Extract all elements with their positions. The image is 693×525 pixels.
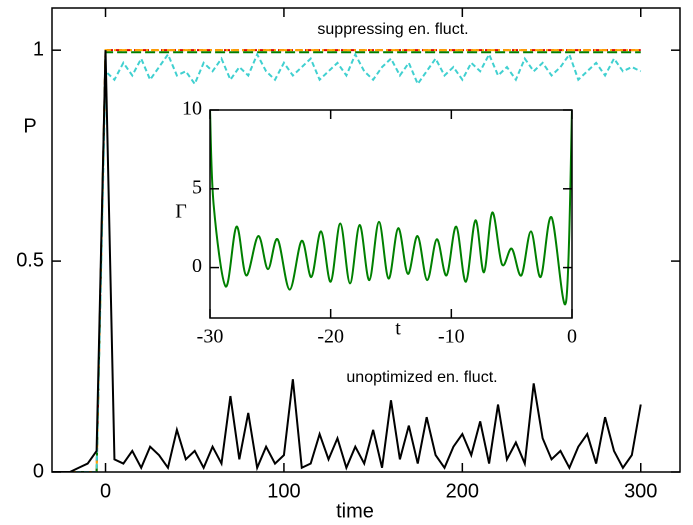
y-tick-label: 0.5 xyxy=(16,249,44,271)
y-axis-label: Γ xyxy=(175,201,187,223)
y-tick-label: 0 xyxy=(192,255,202,277)
plot-area xyxy=(210,110,572,318)
x-tick-label: 200 xyxy=(446,480,479,502)
x-tick-label: 0 xyxy=(100,480,111,502)
x-tick-label: -30 xyxy=(197,326,224,348)
plot-frame xyxy=(209,109,573,319)
data-line xyxy=(52,50,642,472)
x-tick-label: 100 xyxy=(267,480,300,502)
y-tick-label: 5 xyxy=(192,176,202,198)
series-group xyxy=(210,110,572,306)
x-tick-label: -20 xyxy=(317,326,344,348)
y-tick-label: 1 xyxy=(33,38,44,60)
data-line xyxy=(210,110,572,306)
x-tick-label: 0 xyxy=(567,326,577,348)
x-tick-label: -10 xyxy=(438,326,465,348)
data-line xyxy=(52,52,642,472)
x-axis-label: t xyxy=(395,318,401,340)
plot-frame xyxy=(51,7,681,473)
y-tick-label: 10 xyxy=(182,98,202,120)
data-line xyxy=(52,51,641,472)
x-axis-label: time xyxy=(336,500,374,522)
y-tick-label: 0 xyxy=(33,460,44,482)
x-tick-label: 300 xyxy=(624,480,657,502)
data-line xyxy=(52,49,641,472)
annotation: unoptimized en. fluct. xyxy=(346,369,497,386)
series-group xyxy=(52,49,642,472)
y-axis-label: P xyxy=(23,115,36,137)
annotation: suppressing en. fluct. xyxy=(317,21,468,38)
